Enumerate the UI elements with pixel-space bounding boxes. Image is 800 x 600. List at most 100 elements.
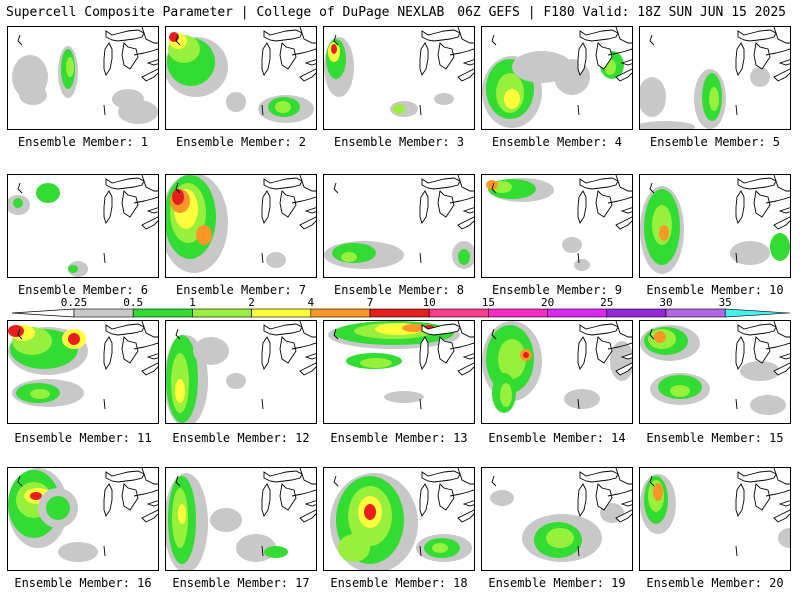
scp-field-shading [709, 87, 719, 111]
member-label-20: Ensemble Member: 20 [646, 576, 784, 590]
member-map-graphic-20 [640, 468, 790, 557]
great-lakes-outline [437, 190, 455, 218]
small-lake-outline [333, 475, 422, 557]
great-lakes-outline [615, 216, 632, 230]
small-lake-outline [175, 34, 264, 116]
great-lakes-outline [279, 483, 297, 511]
small-lake-outline [491, 328, 580, 410]
great-lakes-outline [753, 336, 771, 364]
coastline-outline [449, 175, 474, 204]
scp-field-shading [640, 77, 666, 117]
member-map-9 [481, 174, 633, 278]
great-lakes-outline [778, 500, 790, 507]
scp-field-shading [393, 104, 405, 114]
member-map-graphic-9 [486, 175, 632, 271]
page-title: Supercell Composite Parameter | College … [6, 5, 445, 20]
great-lakes-outline [299, 509, 316, 523]
member-label-10: Ensemble Member: 10 [646, 283, 784, 297]
member-map-graphic-17 [166, 468, 316, 570]
member-label-6: Ensemble Member: 6 [17, 283, 149, 297]
scp-field-shading [68, 333, 80, 345]
scp-field-shading [486, 180, 498, 190]
member-label-17: Ensemble Member: 17 [172, 576, 310, 590]
great-lakes-outline [595, 336, 613, 364]
scp-field-shading [546, 528, 574, 548]
coastline-outline [765, 27, 790, 56]
scp-field-shading [670, 385, 690, 397]
small-lake-outline [649, 34, 738, 116]
coastline-outline [765, 321, 790, 350]
small-lake-outline [175, 475, 264, 557]
member-map-graphic-15 [640, 321, 790, 415]
colorbar-legend: 0.25 0.5 1 2 4 7 10 15 20 25 30 35 [0, 296, 800, 322]
small-lake-outline [17, 475, 106, 557]
small-lake-outline [649, 475, 738, 557]
scp-field-shading [264, 546, 288, 558]
member-map-15 [639, 320, 791, 424]
colorbar-left-tip [11, 308, 75, 318]
colorbar-tick-label: 0.5 [123, 296, 144, 309]
great-lakes-outline [103, 42, 113, 77]
small-lake-outline [491, 475, 580, 557]
scp-field-shading [193, 337, 229, 365]
great-lakes-outline [263, 323, 303, 336]
member-map-graphic-13 [328, 321, 474, 410]
great-lakes-outline [121, 336, 139, 364]
scp-field-shading [434, 93, 454, 105]
colorbar-tick-label: 20 [540, 296, 555, 309]
great-lakes-outline [141, 216, 158, 230]
coastline-outline [291, 321, 316, 350]
member-map-graphic-7 [166, 175, 316, 273]
great-lakes-outline [421, 177, 461, 190]
great-lakes-outline [620, 500, 632, 507]
member-label-4: Ensemble Member: 4 [491, 135, 623, 149]
coastline-outline [765, 468, 790, 497]
great-lakes-outline [577, 190, 587, 225]
scp-field-shading [364, 504, 376, 520]
colorbar-swatch-7 [369, 308, 430, 318]
member-map-5 [639, 26, 791, 130]
colorbar-swatch-15 [488, 308, 548, 318]
great-lakes-outline [146, 500, 158, 507]
scp-field-shading [341, 252, 357, 262]
colorbar-swatch-30 [665, 308, 726, 318]
colorbar-tick-label: 25 [600, 296, 614, 309]
scp-field-shading [266, 252, 286, 268]
small-lake-outline [17, 182, 106, 264]
great-lakes-outline [263, 29, 303, 42]
coastline-outline [449, 468, 474, 497]
scp-field-shading [210, 508, 242, 532]
scp-field-shading [574, 259, 590, 271]
great-lakes-outline [304, 59, 316, 66]
scp-field-shading [640, 121, 695, 129]
scp-field-shading [659, 225, 669, 241]
coastline-outline [133, 468, 158, 497]
scp-field-shading [172, 189, 184, 205]
colorbar-swatch-2 [251, 308, 312, 318]
scp-field-shading [58, 542, 98, 562]
member-map-graphic-5 [640, 27, 790, 129]
great-lakes-outline [753, 483, 771, 511]
great-lakes-outline [261, 190, 271, 225]
member-label-3: Ensemble Member: 3 [333, 135, 465, 149]
colorbar-tick-label: 0.25 [60, 296, 88, 309]
coastline-outline [607, 175, 632, 204]
great-lakes-outline [620, 207, 632, 214]
scp-field-shading [523, 352, 529, 358]
great-lakes-outline [577, 336, 587, 371]
great-lakes-outline [778, 207, 790, 214]
scp-field-shading [30, 492, 42, 500]
member-map-graphic-12 [166, 321, 316, 423]
great-lakes-outline [579, 177, 619, 190]
coastline-outline [765, 175, 790, 204]
coastline-outline [291, 468, 316, 497]
member-map-1 [7, 26, 159, 130]
great-lakes-outline [778, 59, 790, 66]
great-lakes-outline [773, 362, 790, 376]
member-map-12 [165, 320, 317, 424]
scp-field-shading [360, 358, 392, 368]
scp-field-shading [66, 57, 74, 77]
colorbar-graphic [11, 308, 791, 318]
small-lake-outline [491, 182, 580, 264]
member-map-3 [323, 26, 475, 130]
